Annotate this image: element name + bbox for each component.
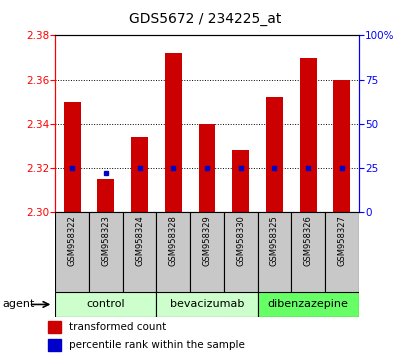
Bar <box>131 137 148 212</box>
Bar <box>265 97 282 212</box>
Text: bevacizumab: bevacizumab <box>169 299 244 309</box>
Bar <box>333 80 349 212</box>
Bar <box>64 102 81 212</box>
Bar <box>299 57 316 212</box>
Text: GDS5672 / 234225_at: GDS5672 / 234225_at <box>128 12 281 27</box>
Bar <box>156 212 190 292</box>
Text: agent: agent <box>2 299 34 309</box>
Bar <box>122 212 156 292</box>
Bar <box>257 292 358 317</box>
Bar <box>156 292 257 317</box>
Text: transformed count: transformed count <box>69 322 166 332</box>
Bar <box>89 212 122 292</box>
Text: control: control <box>86 299 125 309</box>
Text: GSM958330: GSM958330 <box>236 216 245 267</box>
Text: dibenzazepine: dibenzazepine <box>267 299 348 309</box>
Text: GSM958329: GSM958329 <box>202 216 211 266</box>
Bar <box>48 339 61 351</box>
Text: GSM958326: GSM958326 <box>303 216 312 267</box>
Bar <box>48 321 61 333</box>
Text: percentile rank within the sample: percentile rank within the sample <box>69 340 244 350</box>
Text: GSM958322: GSM958322 <box>67 216 76 266</box>
Text: GSM958323: GSM958323 <box>101 216 110 267</box>
Bar <box>324 212 358 292</box>
Bar <box>291 212 324 292</box>
Text: GSM958328: GSM958328 <box>169 216 178 267</box>
Bar <box>232 150 249 212</box>
Bar <box>223 212 257 292</box>
Text: GSM958324: GSM958324 <box>135 216 144 266</box>
Bar <box>164 53 181 212</box>
Text: GSM958327: GSM958327 <box>337 216 346 267</box>
Text: GSM958325: GSM958325 <box>269 216 278 266</box>
Bar <box>55 292 156 317</box>
Bar <box>97 179 114 212</box>
Bar <box>190 212 223 292</box>
Bar <box>257 212 291 292</box>
Bar <box>198 124 215 212</box>
Bar <box>55 212 89 292</box>
